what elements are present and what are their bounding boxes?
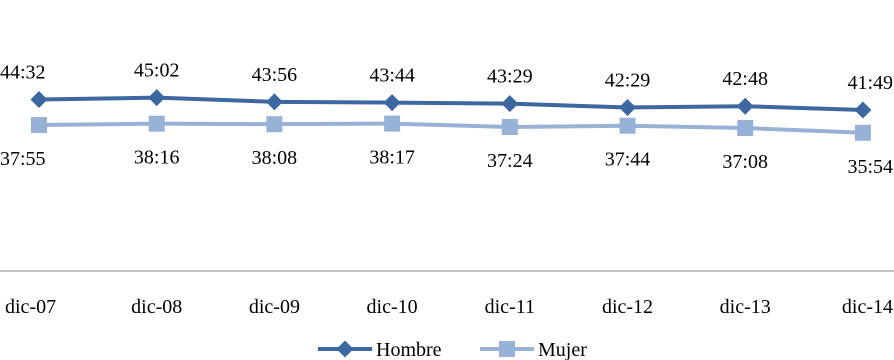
data-point-hombre bbox=[30, 91, 48, 109]
data-label-mujer: 38:08 bbox=[252, 147, 298, 169]
x-tick-label: dic-09 bbox=[249, 296, 300, 318]
data-label-hombre: 45:02 bbox=[134, 60, 180, 82]
data-point-mujer bbox=[501, 119, 518, 136]
data-point-mujer bbox=[148, 115, 165, 132]
x-tick-labels: dic-07 dic-08 dic-09 dic-10 dic-11 dic-12 dic-… bbox=[5, 296, 893, 318]
data-point-mujer bbox=[854, 124, 871, 141]
data-label-hombre: 42:48 bbox=[722, 68, 768, 90]
legend-marker-mujer bbox=[499, 341, 515, 357]
x-tick-label: dic-10 bbox=[367, 296, 418, 318]
data-label-hombre: 44:32 bbox=[0, 62, 46, 84]
x-tick-label: dic-07 bbox=[5, 296, 56, 318]
data-point-hombre bbox=[619, 98, 636, 116]
x-tick-label: dic-12 bbox=[602, 296, 653, 318]
x-tick-label: dic-08 bbox=[131, 296, 182, 318]
legend-label-mujer: Mujer bbox=[538, 339, 587, 360]
data-point-mujer bbox=[737, 120, 754, 137]
data-label-mujer: 38:17 bbox=[369, 147, 415, 169]
data-label-hombre: 42:29 bbox=[605, 69, 651, 91]
data-label-hombre: 43:44 bbox=[369, 65, 415, 87]
series-line-mujer bbox=[38, 121, 863, 135]
data-point-hombre bbox=[501, 95, 519, 113]
data-point-mujer bbox=[266, 116, 283, 133]
data-point-mujer bbox=[619, 117, 636, 134]
series-layer bbox=[30, 89, 872, 141]
series-line-hombre bbox=[38, 95, 863, 113]
x-tick-label: dic-14 bbox=[842, 296, 893, 318]
x-tick-label: dic-13 bbox=[720, 296, 771, 318]
data-label-mujer: 37:24 bbox=[487, 150, 533, 172]
data-labels: 44:32 45:02 43:56 43:44 43:29 42:29 42:48 41:49… bbox=[0, 60, 893, 178]
data-label-hombre: 43:29 bbox=[487, 66, 533, 88]
legend-marker-hombre bbox=[336, 340, 354, 358]
data-label-hombre: 41:49 bbox=[847, 72, 893, 94]
data-point-hombre bbox=[854, 101, 872, 119]
data-point-hombre bbox=[383, 94, 401, 112]
data-label-mujer: 37:55 bbox=[0, 148, 46, 170]
data-label-mujer: 35:54 bbox=[847, 156, 893, 178]
x-tick-label: dic-11 bbox=[485, 296, 535, 318]
data-point-mujer bbox=[384, 115, 401, 132]
legend: Hombre Mujer bbox=[318, 339, 587, 360]
data-point-hombre bbox=[265, 93, 283, 111]
data-point-hombre bbox=[736, 97, 754, 115]
data-label-mujer: 37:44 bbox=[605, 149, 651, 171]
data-point-mujer bbox=[31, 117, 47, 134]
data-label-mujer: 37:08 bbox=[722, 151, 768, 173]
data-label-mujer: 38:16 bbox=[134, 147, 180, 169]
legend-label-hombre: Hombre bbox=[376, 339, 442, 360]
data-point-hombre bbox=[148, 89, 166, 107]
data-label-hombre: 43:56 bbox=[252, 64, 298, 86]
